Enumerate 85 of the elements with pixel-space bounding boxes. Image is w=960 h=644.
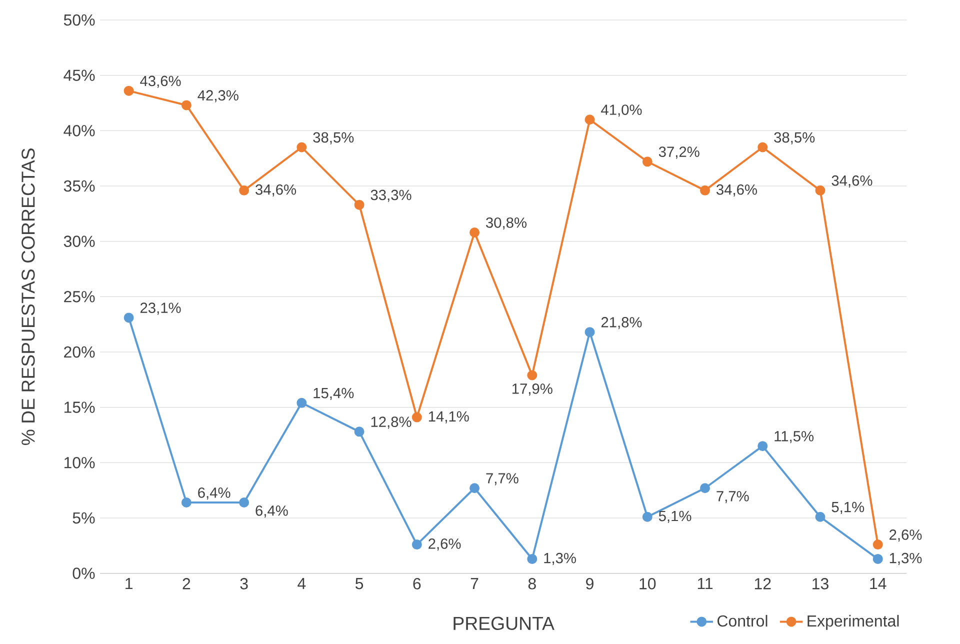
point: [470, 227, 480, 238]
y-tick-label: 10%: [64, 457, 95, 468]
y-tick-label: 50%: [64, 14, 95, 26]
y-tick-label: 45%: [64, 70, 95, 81]
x-tick-label: 8: [528, 578, 536, 590]
data-label: 34,6%: [832, 175, 872, 188]
point: [872, 554, 883, 564]
point: [239, 185, 250, 196]
data-label: 6,4%: [198, 487, 230, 500]
point: [124, 312, 134, 323]
data-label: 21,8%: [601, 317, 642, 330]
y-tick-label: 0%: [72, 568, 95, 579]
y-tick-label: 30%: [64, 236, 95, 247]
point: [584, 114, 595, 125]
data-label: 38,5%: [774, 132, 815, 144]
x-tick-label: 2: [182, 578, 190, 590]
data-label: 7,7%: [486, 473, 518, 486]
point: [412, 540, 422, 550]
point: [354, 426, 364, 437]
data-label: 15,4%: [314, 388, 354, 400]
data-label: 5,1%: [832, 502, 864, 514]
data-label: 37,2%: [658, 146, 700, 159]
data-label: 30,8%: [486, 217, 527, 230]
data-label: 2,6%: [428, 538, 461, 551]
data-label: 14,1%: [428, 411, 469, 424]
y-tick-label: 5%: [72, 512, 95, 524]
legend-label: Control: [718, 614, 768, 627]
point: [412, 412, 422, 422]
y-tick-label: 15%: [64, 402, 95, 413]
y-tick-label: 20%: [64, 346, 95, 358]
point: [700, 483, 710, 494]
point: [354, 200, 364, 210]
x-axis-title: PREGUNTA: [454, 616, 554, 630]
data-label: 43,6%: [140, 76, 181, 88]
data-label: 11,5%: [774, 431, 814, 444]
point: [815, 185, 826, 196]
y-axis-title: % DE RESPUESTAS CORRECTAS: [22, 148, 35, 446]
x-tick-label: 6: [413, 578, 421, 590]
data-label: 7,7%: [716, 491, 749, 504]
x-tick-label: 7: [470, 578, 478, 590]
legend-label: Experimental: [808, 614, 899, 630]
data-label: 1,3%: [890, 552, 922, 566]
y-tick-label: 25%: [64, 291, 95, 302]
point: [758, 142, 768, 152]
data-label: 38,5%: [313, 132, 354, 144]
x-tick-label: 10: [640, 578, 656, 590]
point: [296, 142, 307, 152]
x-tick-label: 9: [586, 578, 594, 590]
point: [181, 498, 192, 508]
point: [584, 327, 595, 338]
data-label: 41,0%: [601, 104, 642, 117]
y-tick-label: 35%: [64, 180, 95, 192]
x-tick-label: 12: [754, 578, 771, 590]
point: [527, 370, 538, 380]
y-tick-label: 40%: [64, 125, 95, 136]
point: [815, 512, 826, 522]
data-label: 5,1%: [658, 510, 692, 523]
point: [124, 86, 134, 96]
point: [700, 185, 710, 196]
x-tick-label: 14: [870, 578, 886, 590]
point: [872, 540, 883, 550]
data-label: 12,8%: [371, 416, 412, 429]
data-label: 2,6%: [890, 530, 922, 542]
point: [527, 554, 538, 564]
data-label: 17,9%: [512, 384, 552, 396]
x-tick-label: 3: [240, 578, 248, 590]
point: [642, 512, 652, 522]
data-label: 34,6%: [716, 184, 757, 196]
data-label: 33,3%: [370, 190, 412, 202]
point: [758, 441, 768, 452]
x-tick-label: 13: [812, 578, 828, 590]
data-label: 23,1%: [140, 302, 181, 315]
x-tick-label: 11: [698, 578, 713, 590]
point: [470, 483, 480, 494]
x-tick-label: 1: [126, 578, 132, 590]
data-label: 1,3%: [544, 552, 576, 566]
x-tick-label: 4: [298, 578, 306, 590]
point: [239, 498, 250, 508]
data-label: 34,6%: [256, 184, 296, 196]
data-label: 6,4%: [256, 505, 288, 518]
point: [296, 398, 307, 408]
data-label: 42,3%: [198, 90, 238, 102]
x-tick-label: 5: [355, 578, 364, 590]
point: [642, 156, 652, 167]
point: [181, 100, 192, 110]
